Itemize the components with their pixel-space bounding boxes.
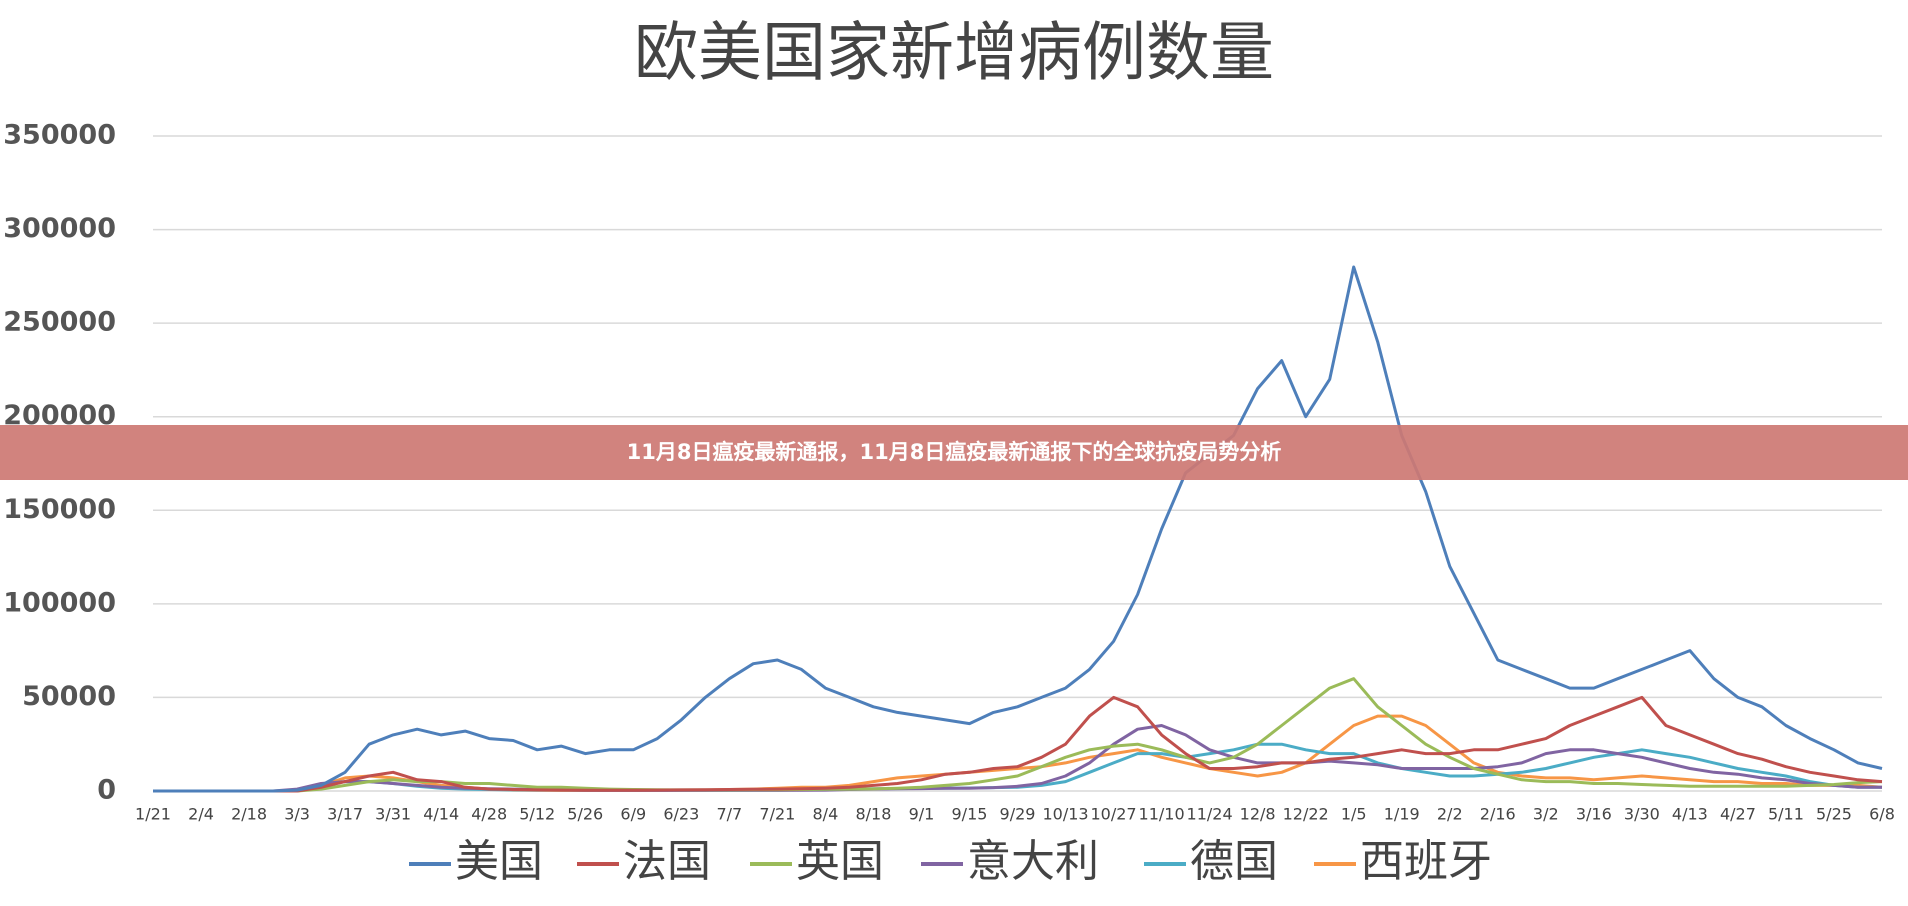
x-tick-label: 10/27 bbox=[1091, 805, 1137, 824]
x-tick-label: 2/4 bbox=[188, 805, 214, 824]
x-tick-label: 3/30 bbox=[1624, 805, 1660, 824]
x-tick-label: 11/10 bbox=[1139, 805, 1185, 824]
x-tick-label: 3/3 bbox=[284, 805, 310, 824]
x-tick-label: 7/21 bbox=[759, 805, 795, 824]
x-tick-label: 12/8 bbox=[1240, 805, 1276, 824]
x-tick-label: 4/13 bbox=[1672, 805, 1708, 824]
y-tick-label: 250000 bbox=[3, 307, 116, 338]
x-tick-label: 7/7 bbox=[716, 805, 742, 824]
y-tick-label: 350000 bbox=[3, 120, 116, 151]
x-tick-label: 3/16 bbox=[1576, 805, 1612, 824]
x-tick-label: 11/24 bbox=[1187, 805, 1233, 824]
x-tick-label: 1/21 bbox=[135, 805, 171, 824]
series-line bbox=[153, 714, 1883, 793]
legend-label: 法国 bbox=[623, 836, 711, 887]
x-tick-label: 2/2 bbox=[1437, 805, 1463, 824]
x-tick-label: 1/19 bbox=[1384, 805, 1420, 824]
x-tick-label: 2/16 bbox=[1480, 805, 1516, 824]
x-tick-label: 5/26 bbox=[567, 805, 603, 824]
x-tick-label: 8/18 bbox=[855, 805, 891, 824]
x-tick-label: 9/15 bbox=[952, 805, 988, 824]
x-tick-label: 2/18 bbox=[231, 805, 267, 824]
chart-title: 欧美国家新增病例数量 bbox=[634, 17, 1274, 91]
x-tick-label: 5/25 bbox=[1816, 805, 1852, 824]
x-tick-label: 9/29 bbox=[1000, 805, 1036, 824]
x-tick-label: 10/13 bbox=[1042, 805, 1088, 824]
x-tick-label: 8/4 bbox=[813, 805, 839, 824]
x-tick-label: 4/28 bbox=[471, 805, 507, 824]
legend-label: 英国 bbox=[796, 836, 884, 887]
x-tick-label: 12/22 bbox=[1283, 805, 1329, 824]
y-tick-label: 50000 bbox=[22, 681, 116, 712]
x-tick-label: 3/17 bbox=[327, 805, 363, 824]
banner: 11月8日瘟疫最新通报，11月8日瘟疫最新通报下的全球抗疫局势分析 bbox=[0, 425, 1908, 480]
y-tick-label: 0 bbox=[97, 775, 116, 806]
x-tick-label: 6/8 bbox=[1869, 805, 1895, 824]
x-tick-label: 4/14 bbox=[423, 805, 459, 824]
x-tick-label: 4/27 bbox=[1720, 805, 1756, 824]
series-line bbox=[153, 677, 1883, 793]
x-tick-label: 9/1 bbox=[909, 805, 935, 824]
x-tick-label: 1/5 bbox=[1341, 805, 1367, 824]
legend-label: 意大利 bbox=[967, 836, 1099, 887]
x-tick-label: 5/11 bbox=[1768, 805, 1804, 824]
x-tick-label: 6/9 bbox=[620, 805, 646, 824]
x-tick-label: 3/2 bbox=[1533, 805, 1559, 824]
x-tick-label: 5/12 bbox=[519, 805, 555, 824]
series-line bbox=[153, 695, 1883, 793]
legend-label: 德国 bbox=[1190, 836, 1278, 887]
y-tick-label: 150000 bbox=[3, 494, 116, 525]
legend-label: 美国 bbox=[455, 836, 543, 887]
series-line bbox=[153, 265, 1883, 793]
x-tick-label: 3/31 bbox=[375, 805, 411, 824]
x-tick-label: 6/23 bbox=[663, 805, 699, 824]
series-line bbox=[153, 724, 1882, 793]
y-tick-label: 300000 bbox=[3, 213, 116, 244]
legend-label: 西班牙 bbox=[1360, 836, 1492, 887]
y-tick-label: 100000 bbox=[3, 587, 116, 618]
